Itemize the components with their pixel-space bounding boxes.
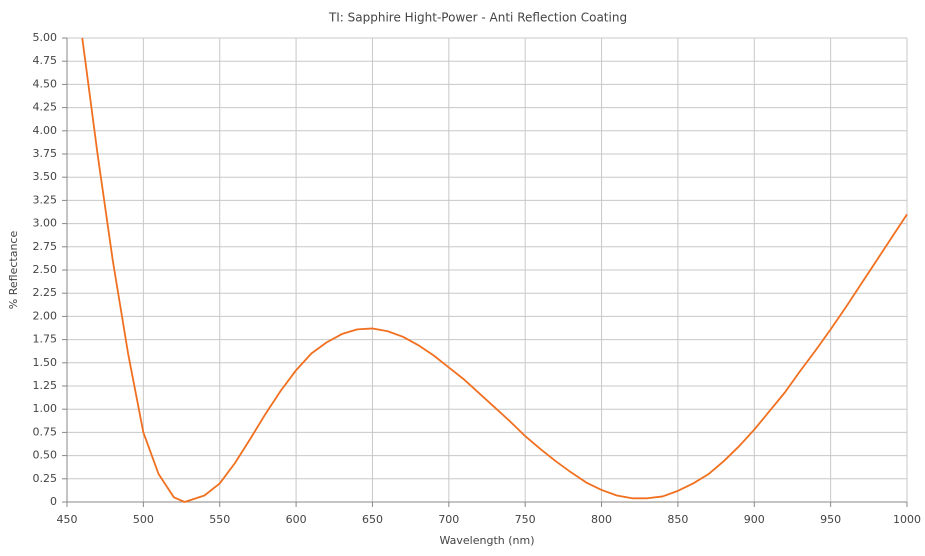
x-tick-label: 800 bbox=[591, 513, 612, 526]
x-tick-label: 700 bbox=[438, 513, 459, 526]
x-tick-label: 550 bbox=[209, 513, 230, 526]
y-tick-label: 4.50 bbox=[33, 77, 58, 90]
y-tick-label: 1.50 bbox=[33, 356, 58, 369]
y-tick-label: 4.25 bbox=[33, 101, 58, 114]
x-tick-label: 850 bbox=[667, 513, 688, 526]
y-tick-label: 3.00 bbox=[33, 217, 58, 230]
y-tick-label: 4.75 bbox=[33, 54, 58, 67]
y-tick-label: 5.00 bbox=[33, 31, 58, 44]
y-tick-label: 0 bbox=[50, 495, 57, 508]
x-tick-label: 900 bbox=[744, 513, 765, 526]
y-tick-label: 3.50 bbox=[33, 170, 58, 183]
y-tick-label: 0.75 bbox=[33, 425, 58, 438]
x-axis-label: Wavelength (nm) bbox=[439, 534, 534, 547]
x-tick-label: 450 bbox=[57, 513, 78, 526]
y-tick-label: 0.25 bbox=[33, 472, 58, 485]
y-tick-label: 2.75 bbox=[33, 240, 58, 253]
y-tick-label: 1.00 bbox=[33, 402, 58, 415]
x-tick-label: 1000 bbox=[893, 513, 921, 526]
data-line bbox=[81, 37, 908, 503]
y-tick-label: 4.00 bbox=[33, 124, 58, 137]
chart-title: TI: Sapphire Hight-Power - Anti Reflecti… bbox=[328, 11, 627, 25]
y-tick-label: 1.25 bbox=[33, 379, 58, 392]
x-tick-label: 950 bbox=[820, 513, 841, 526]
y-tick-label: 2.25 bbox=[33, 286, 58, 299]
y-axis-label: % Reflectance bbox=[7, 231, 20, 310]
y-tick-label: 1.75 bbox=[33, 333, 58, 346]
x-tick-label: 650 bbox=[362, 513, 383, 526]
y-tick-label: 0.50 bbox=[33, 449, 58, 462]
y-tick-label: 2.50 bbox=[33, 263, 58, 276]
y-tick-label: 3.75 bbox=[33, 147, 58, 160]
x-tick-label: 750 bbox=[515, 513, 536, 526]
x-tick-label: 600 bbox=[286, 513, 307, 526]
x-tick-label: 500 bbox=[133, 513, 154, 526]
y-tick-label: 2.00 bbox=[33, 309, 58, 322]
y-tick-label: 3.25 bbox=[33, 193, 58, 206]
